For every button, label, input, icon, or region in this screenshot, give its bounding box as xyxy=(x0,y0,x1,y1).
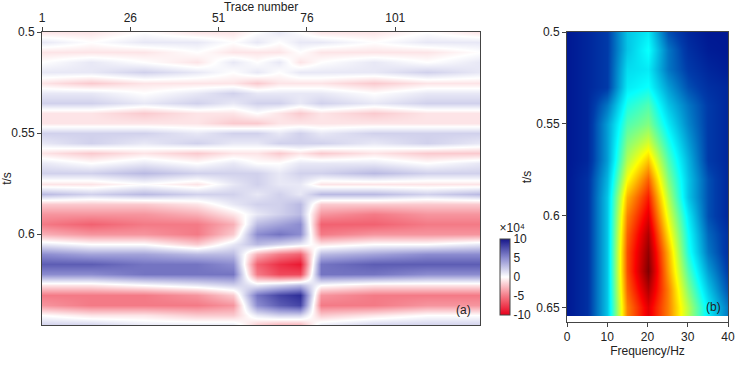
svg-text:0.6: 0.6 xyxy=(18,227,35,241)
svg-text:0.55: 0.55 xyxy=(11,126,35,140)
svg-text:20: 20 xyxy=(641,330,655,344)
svg-text:26: 26 xyxy=(124,11,138,25)
svg-text:1: 1 xyxy=(39,11,46,25)
svg-text:40: 40 xyxy=(721,330,735,344)
svg-text:5: 5 xyxy=(513,251,520,265)
svg-text:0.5: 0.5 xyxy=(543,25,560,39)
svg-text:0.5: 0.5 xyxy=(18,25,35,39)
svg-text:10: 10 xyxy=(601,330,615,344)
svg-text:t/s: t/s xyxy=(520,171,534,184)
svg-text:0.55: 0.55 xyxy=(536,117,560,131)
svg-text:101: 101 xyxy=(385,11,405,25)
svg-text:30: 30 xyxy=(681,330,695,344)
svg-text:(b): (b) xyxy=(706,300,721,314)
svg-text:Trace number: Trace number xyxy=(224,0,298,14)
svg-text:0: 0 xyxy=(513,270,520,284)
svg-text:51: 51 xyxy=(212,11,226,25)
svg-text:-10: -10 xyxy=(513,308,531,322)
svg-text:10: 10 xyxy=(513,232,527,246)
svg-text:76: 76 xyxy=(300,11,314,25)
svg-text:Frequency/Hz: Frequency/Hz xyxy=(610,344,685,358)
svg-text:0.6: 0.6 xyxy=(543,209,560,223)
svg-text:×10⁴: ×10⁴ xyxy=(500,221,526,235)
svg-text:(a): (a) xyxy=(456,303,471,317)
svg-text:t/s: t/s xyxy=(0,172,14,185)
svg-text:0.65: 0.65 xyxy=(536,301,560,315)
svg-text:0: 0 xyxy=(564,330,571,344)
svg-text:-5: -5 xyxy=(513,289,524,303)
